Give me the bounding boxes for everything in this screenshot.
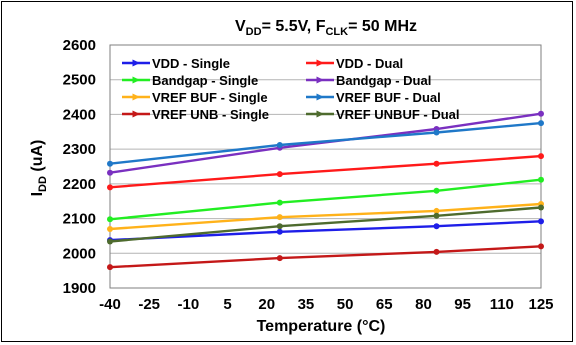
- data-point: [107, 184, 113, 191]
- data-point: [538, 153, 544, 160]
- legend-marker: [132, 76, 140, 84]
- legend-marker: [316, 59, 324, 67]
- y-tick-label: 2500: [63, 72, 96, 89]
- x-tick-label: 110: [490, 296, 514, 313]
- data-point: [538, 204, 544, 211]
- y-axis-ticks: 1900 2000 2100 2200 2300 2400 2500 2600: [63, 37, 96, 297]
- x-tick-label: 20: [258, 296, 275, 313]
- x-tick-label: -10: [178, 296, 200, 313]
- data-point: [276, 171, 283, 178]
- data-point: [433, 248, 440, 255]
- chart-title: VDD= 5.5V, FCLK= 50 MHz: [235, 18, 417, 38]
- data-point: [538, 120, 544, 127]
- y-tick-label: 2400: [63, 106, 96, 123]
- x-tick-label: 35: [298, 296, 315, 313]
- data-point: [433, 187, 440, 194]
- series-lines: [107, 110, 544, 271]
- data-point: [538, 218, 544, 225]
- y-tick-label: 2000: [63, 245, 96, 262]
- y-tick-label: 2300: [63, 141, 96, 158]
- data-point: [433, 160, 440, 167]
- data-point: [107, 160, 113, 167]
- series-line: [109, 112, 542, 174]
- data-point: [433, 207, 440, 214]
- data-point: [107, 238, 113, 245]
- data-point: [107, 169, 113, 176]
- data-point: [276, 141, 283, 148]
- legend-label: VREF BUF - Single: [152, 90, 268, 105]
- series-line: [109, 154, 542, 189]
- legend-marker: [132, 93, 140, 101]
- y-tick-label: 1900: [63, 280, 96, 297]
- legend-marker: [132, 110, 140, 118]
- data-point: [433, 223, 440, 230]
- legend-label: Bandgap - Single: [152, 73, 258, 88]
- series-line: [109, 202, 542, 231]
- x-tick-label: -25: [138, 296, 160, 313]
- series-line: [109, 121, 542, 165]
- data-point: [276, 199, 283, 206]
- legend-label: VREF BUF - Dual: [336, 90, 441, 105]
- legend-label: VREF UNB - Single: [152, 107, 269, 122]
- data-point: [433, 212, 440, 219]
- x-axis-ticks: -40 -25 -10 5 20 35 50 65 80 95 110 125: [99, 296, 553, 313]
- data-point: [276, 214, 283, 221]
- y-axis-label: IDD (uA): [29, 140, 49, 197]
- legend-label: VDD - Single: [152, 56, 230, 71]
- x-axis-label: Temperature (°C): [257, 318, 386, 335]
- series-line: [109, 245, 542, 269]
- series-line: [109, 178, 542, 221]
- y-tick-label: 2600: [63, 37, 96, 54]
- legend-marker: [132, 59, 140, 67]
- x-tick-label: 80: [415, 296, 432, 313]
- legend-marker: [316, 93, 324, 101]
- legend-label: Bandgap - Dual: [336, 73, 431, 88]
- series-line: [109, 220, 542, 242]
- data-point: [276, 255, 283, 262]
- legend-marker: [316, 110, 324, 118]
- data-point: [107, 216, 113, 223]
- legend-marker: [316, 76, 324, 84]
- data-point: [107, 264, 113, 271]
- data-point: [107, 225, 113, 232]
- data-point: [276, 228, 283, 235]
- legend-label: VDD - Dual: [336, 56, 403, 71]
- data-point: [538, 110, 544, 117]
- series-line: [109, 206, 542, 243]
- x-tick-label: 50: [337, 296, 354, 313]
- x-tick-label: 125: [528, 296, 553, 313]
- legend: VDD - Single VDD - Dual Bandgap - Single Ba…: [122, 56, 460, 122]
- x-tick-label: 95: [454, 296, 471, 313]
- data-point: [276, 223, 283, 230]
- legend-label: VREF UNBUF - Dual: [336, 107, 460, 122]
- data-point: [538, 243, 544, 250]
- x-tick-label: 65: [376, 296, 393, 313]
- data-point: [433, 129, 440, 136]
- x-tick-label: 5: [223, 296, 231, 313]
- x-tick-label: -40: [99, 296, 121, 313]
- y-tick-label: 2200: [63, 176, 96, 193]
- data-point: [538, 176, 544, 183]
- y-tick-label: 2100: [63, 211, 96, 228]
